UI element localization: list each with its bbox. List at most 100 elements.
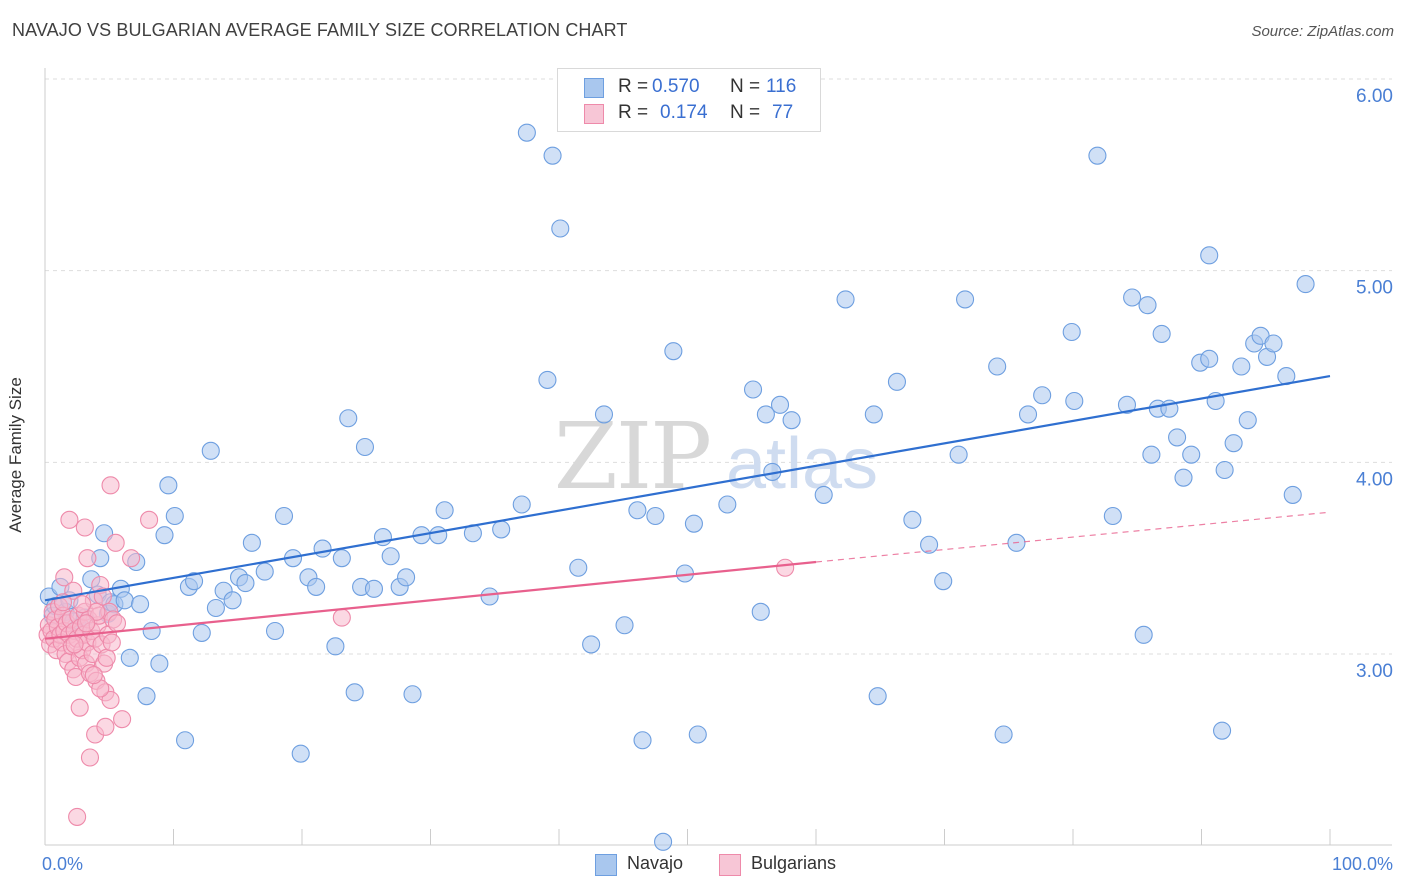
navajo-point — [1296, 275, 1315, 294]
navajo-point — [326, 637, 345, 656]
bulgarians-point — [65, 635, 84, 654]
navajo-point — [1238, 411, 1257, 430]
navajo-point — [429, 526, 448, 545]
navajo-legend-label: Navajo — [627, 853, 684, 873]
navajo-point — [223, 591, 242, 610]
navajo-point — [517, 123, 536, 142]
navajo-point — [814, 485, 833, 504]
navajo-point — [1224, 434, 1243, 453]
navajo-point — [95, 524, 114, 543]
navajo-point — [770, 395, 790, 414]
navajo-point — [654, 832, 673, 851]
y-tick-label: 3.00 — [1356, 661, 1393, 682]
navajo-point — [1232, 357, 1251, 376]
navajo-point — [131, 595, 150, 614]
legend-n-label: N = — [730, 102, 761, 123]
bulgarians-legend-swatch — [719, 854, 741, 876]
bulgarians-point — [332, 608, 351, 627]
navajo-point — [782, 411, 801, 430]
navajo-point — [313, 539, 332, 558]
navajo-point — [1215, 460, 1234, 480]
watermark-atlas: atlas — [726, 424, 878, 504]
navajo-point — [345, 683, 364, 702]
navajo-legend-swatch — [595, 854, 617, 876]
navajo-series — [39, 123, 1315, 851]
y-tick-label: 5.00 — [1356, 278, 1393, 299]
chart-source: Source: ZipAtlas.com — [1251, 23, 1394, 40]
navajo-point — [115, 591, 134, 610]
bulgarians-point — [87, 602, 106, 621]
navajo-point — [307, 577, 326, 596]
navajo-point — [864, 405, 883, 424]
navajo-point — [291, 744, 310, 763]
bulgarians-point — [73, 595, 92, 614]
bulgarians-point — [77, 614, 96, 633]
navajo-point — [836, 290, 855, 309]
grid-lines — [45, 78, 1392, 655]
navajo-point — [949, 445, 968, 464]
navajo-swatch — [584, 78, 604, 98]
bulgarians-trend-line — [44, 560, 817, 640]
navajo-point — [381, 547, 400, 566]
bulgarians-point — [113, 710, 132, 729]
navajo-point — [756, 405, 775, 424]
navajo-point — [1264, 334, 1283, 353]
x-tick-label-min: 0.0% — [42, 854, 83, 874]
navajo-point — [1152, 324, 1171, 343]
stats-legend: R = 0.570 N = 116 R = 0.174 N = 77 — [557, 68, 821, 132]
navajo-point — [242, 533, 261, 552]
y-tick-label: 6.00 — [1356, 86, 1393, 107]
bulgarians-point — [80, 748, 100, 767]
navajo-point — [176, 731, 195, 750]
navajo-point — [543, 146, 562, 165]
navajo-point — [265, 621, 285, 641]
navajo-point — [185, 572, 204, 591]
navajo-point — [751, 602, 770, 621]
bulgarians-point — [55, 568, 74, 587]
bulgarians-point — [97, 648, 116, 667]
navajo-point — [628, 501, 647, 520]
bulgarians-point — [68, 807, 87, 826]
legend-r-label: R = — [618, 76, 649, 97]
navajo-point — [192, 623, 211, 642]
navajo-point — [1283, 485, 1302, 504]
bulgarians-point — [78, 549, 97, 568]
watermark: ZIP atlas — [554, 403, 878, 510]
chart-title: NAVAJO VS BULGARIAN AVERAGE FAMILY SIZE … — [12, 20, 628, 40]
navajo-point — [206, 598, 225, 618]
legend-r-value: 0.570 — [652, 76, 700, 97]
navajo-point — [1174, 468, 1193, 487]
navajo-point — [274, 506, 294, 526]
navajo-point — [684, 514, 703, 533]
bulgarians-point — [101, 690, 120, 710]
navajo-point — [956, 290, 975, 309]
bulgarians-point — [776, 558, 795, 577]
navajo-point — [920, 535, 939, 554]
navajo-point — [403, 685, 422, 704]
navajo-point — [1182, 445, 1201, 464]
navajo-point — [1103, 506, 1122, 526]
navajo-point — [594, 405, 614, 424]
axes — [44, 68, 1392, 846]
navajo-point — [492, 520, 511, 539]
navajo-point — [1033, 386, 1052, 405]
navajo-point — [201, 441, 220, 460]
navajo-point — [332, 549, 351, 568]
navajo-point — [903, 510, 922, 529]
navajo-point — [934, 572, 953, 591]
navajo-point — [159, 476, 178, 495]
bulgarians-point — [60, 510, 79, 529]
navajo-point — [355, 437, 375, 457]
navajo-point — [1088, 146, 1107, 165]
bulgarians-point — [101, 476, 120, 495]
legend-n-value: 116 — [766, 76, 797, 97]
navajo-point — [1065, 391, 1084, 411]
navajo-point — [664, 342, 683, 361]
navajo-point — [150, 654, 169, 673]
navajo-point — [646, 506, 665, 526]
bulgarians-point — [107, 614, 127, 633]
legend-r-value: 0.174 — [660, 102, 708, 123]
navajo-point — [1200, 246, 1219, 265]
navajo-point — [569, 558, 588, 577]
